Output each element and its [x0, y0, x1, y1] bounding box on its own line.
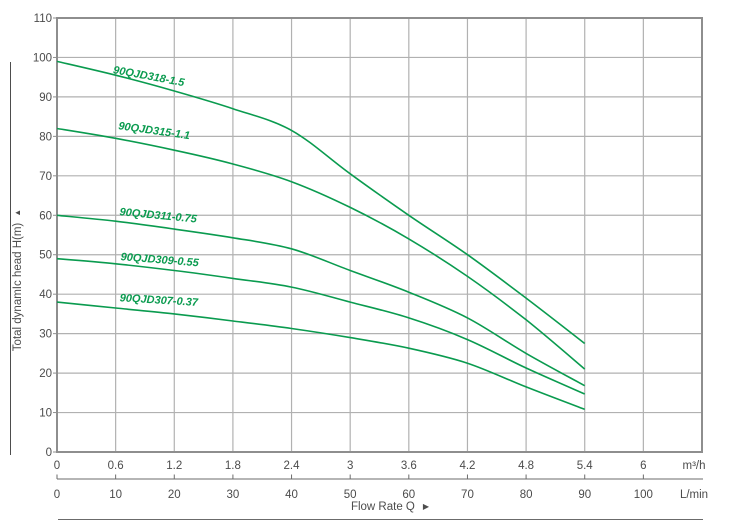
y-axis-rule	[10, 62, 11, 455]
x-axis-secondary-tick-label: 0	[54, 489, 60, 501]
x-axis-primary-tick-label: 4.8	[518, 460, 534, 472]
x-axis-primary-tick-label: 2.4	[284, 460, 301, 472]
curve-label-90QJD309-0.55: 90QJD309-0.55	[120, 251, 200, 269]
x-axis-secondary-tick-label: 30	[227, 489, 240, 501]
x-axis-title: Flow Rate Q ▶	[300, 501, 480, 515]
y-axis-tick-label: 40	[39, 289, 52, 301]
y-axis-tick-label: 80	[39, 131, 52, 143]
curve-label-90QJD307-0.37: 90QJD307-0.37	[119, 292, 199, 309]
y-axis-tick-label: 30	[39, 329, 52, 341]
curve-label-90QJD315-1.1: 90QJD315-1.1	[118, 120, 191, 142]
y-axis-title: Total dynamIc head H(m) ▲	[12, 172, 28, 388]
curve-90QJD307-0.37	[56, 301, 585, 411]
x-axis-primary-tick-label: 0	[54, 460, 60, 472]
x-axis-secondary-tick-label: 10	[109, 489, 122, 501]
x-axis-secondary-tick-label: 60	[402, 489, 415, 501]
x-axis-primary-tick-label: 3	[347, 460, 353, 472]
footer-rule	[58, 519, 703, 520]
y-axis-tick-label: 110	[34, 13, 52, 25]
y-axis-tick-label: 100	[33, 52, 52, 64]
y-axis-title-text: Total dynamIc head H(m)	[12, 222, 24, 352]
x-axis-secondary-tick-label: 50	[344, 489, 357, 501]
x-axis-secondary-tick-label: 40	[285, 489, 298, 501]
x-axis-arrow-right-icon: ▶	[422, 502, 430, 511]
x-axis-secondary-tick-label: 70	[461, 489, 474, 501]
x-axis-primary-tick-label: 5.4	[577, 460, 594, 472]
y-axis-tick-label: 70	[39, 171, 52, 183]
y-axis-tick-label: 90	[39, 92, 52, 104]
y-axis-tick-label: 20	[39, 368, 52, 380]
curve-90QJD315-1.1	[56, 127, 586, 370]
y-axis-tick-label: 60	[39, 210, 52, 222]
curve-90QJD318-1.5	[56, 60, 586, 345]
x-axis-primary-tick-label: 4.2	[459, 460, 475, 472]
x-axis-primary-unit: m³/h	[683, 460, 706, 472]
x-axis-primary-tick-label: 1.2	[166, 460, 182, 472]
x-axis-secondary-tick-label: 100	[634, 489, 653, 501]
x-axis-primary-tick-label: 6	[640, 460, 646, 472]
x-axis-primary-tick-label: 3.6	[401, 460, 417, 472]
x-axis-secondary-tick-label: 20	[168, 489, 181, 501]
y-axis-tick-label: 10	[39, 408, 52, 420]
y-axis-tick-label: 50	[39, 250, 52, 262]
x-axis-title-text: Flow Rate Q	[350, 501, 415, 513]
x-axis-secondary-tick-label: 90	[578, 489, 591, 501]
curve-label-90QJD318-1.5: 90QJD318-1.5	[112, 64, 186, 89]
curve-90QJD311-0.75	[56, 214, 586, 387]
curve-90QJD309-0.55	[56, 257, 586, 395]
x-axis-secondary-tick-label: 80	[520, 489, 533, 501]
plot-border	[56, 17, 703, 453]
x-axis-secondary-unit: L/min	[680, 489, 708, 501]
x-axis-primary-tick-label: 0.6	[108, 460, 124, 472]
y-axis-tick-label: 0	[46, 447, 52, 459]
y-axis-arrow-up-icon: ▲	[13, 208, 22, 217]
x-axis-primary-tick-label: 1.8	[225, 460, 241, 472]
